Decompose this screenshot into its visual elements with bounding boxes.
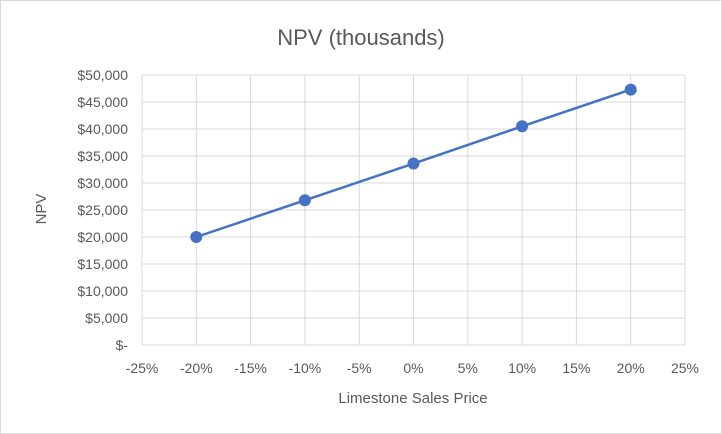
gridlines <box>141 74 686 346</box>
chart-title: NPV (thousands) <box>277 25 445 50</box>
y-tick-label: $20,000 <box>77 229 128 245</box>
x-tick-label: 5% <box>458 360 478 376</box>
x-axis-ticks: -25% -20% -15% -10% -5% 0% 5% 10% 15% 20% 25% <box>126 360 699 376</box>
y-tick-label: $50,000 <box>77 67 128 83</box>
y-axis-label: NPV <box>33 194 50 225</box>
x-tick-label: 15% <box>562 360 590 376</box>
data-point <box>298 194 311 207</box>
y-tick-label: $40,000 <box>77 121 128 137</box>
data-point <box>624 83 637 96</box>
y-tick-label: $15,000 <box>77 256 128 272</box>
y-tick-label: $- <box>116 337 129 353</box>
x-axis-label: Limestone Sales Price <box>338 390 487 407</box>
y-tick-label: $25,000 <box>77 202 128 218</box>
series-npv <box>190 83 637 243</box>
x-tick-label: 0% <box>403 360 423 376</box>
y-axis-ticks: $- $5,000 $10,000 $15,000 $20,000 $25,000 $30,… <box>77 67 128 353</box>
x-tick-label: 10% <box>508 360 536 376</box>
y-tick-label: $30,000 <box>77 175 128 191</box>
x-tick-label: -10% <box>289 360 322 376</box>
data-point <box>516 120 529 133</box>
data-point <box>407 157 420 170</box>
x-tick-label: 25% <box>671 360 699 376</box>
x-tick-label: -5% <box>347 360 372 376</box>
data-point <box>190 231 203 243</box>
x-tick-label: -15% <box>234 360 267 376</box>
x-tick-label: -20% <box>180 360 213 376</box>
y-tick-label: $35,000 <box>77 148 128 164</box>
y-tick-label: $10,000 <box>77 283 128 299</box>
y-tick-label: $5,000 <box>85 310 128 326</box>
x-tick-label: 20% <box>617 360 645 376</box>
x-tick-label: -25% <box>126 360 159 376</box>
y-tick-label: $45,000 <box>77 94 128 110</box>
